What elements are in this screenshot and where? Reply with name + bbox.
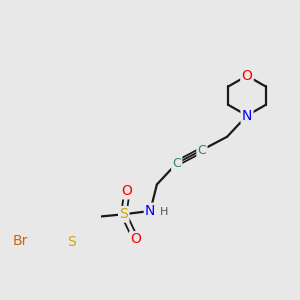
Text: N: N (242, 109, 252, 122)
Text: S: S (119, 207, 128, 221)
Text: S: S (68, 235, 76, 248)
Text: C: C (198, 143, 206, 157)
Text: C: C (172, 157, 181, 170)
Text: O: O (122, 184, 133, 198)
Text: Br: Br (12, 234, 28, 248)
Text: N: N (145, 204, 155, 218)
Text: O: O (242, 69, 252, 83)
Text: H: H (160, 207, 168, 217)
Text: O: O (130, 232, 141, 246)
